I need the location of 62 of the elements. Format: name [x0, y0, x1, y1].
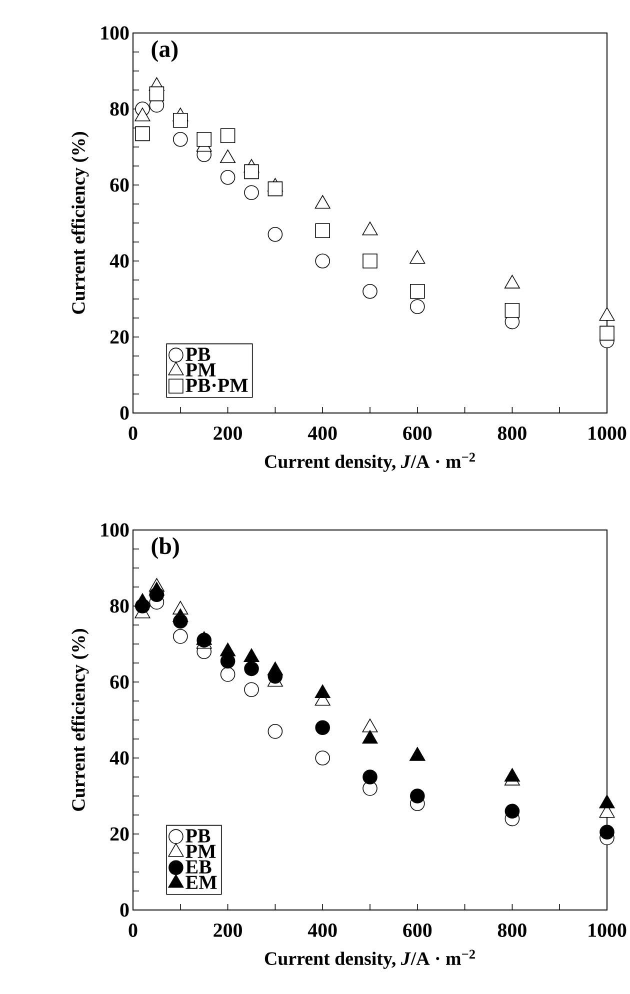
x-tick-label: 400	[308, 426, 337, 440]
point	[268, 181, 282, 196]
point	[134, 126, 150, 142]
y-tick-label: 100	[101, 523, 129, 537]
point	[362, 718, 378, 732]
y-tick-label: 100	[101, 26, 129, 40]
x-tick-label: 600	[403, 426, 432, 440]
x-tick-label: 0	[128, 924, 138, 937]
x-tick-label: 0	[128, 426, 138, 440]
point	[149, 86, 164, 102]
x-tick-label: 800	[498, 924, 526, 937]
y-tick-label: 20	[110, 330, 129, 344]
legend-label: PM	[186, 363, 216, 376]
point	[314, 684, 330, 698]
point	[504, 804, 520, 819]
annotation: (a)	[152, 40, 178, 62]
x-tick-label: 200	[214, 924, 242, 937]
point	[172, 112, 188, 128]
y-tick-label: 40	[110, 751, 129, 765]
point	[599, 824, 614, 840]
point	[148, 582, 164, 596]
y-tick-label: 60	[110, 178, 129, 192]
point	[362, 730, 378, 744]
point	[134, 593, 150, 607]
y-tick-label: 80	[110, 102, 129, 116]
y-tick-label: 0	[120, 406, 129, 420]
point	[244, 661, 259, 676]
point	[315, 720, 330, 735]
legend-label: EM	[186, 876, 217, 889]
legend-label: PM	[186, 844, 216, 858]
legend-label: EB	[186, 860, 212, 874]
x-tick-label: 600	[403, 924, 432, 937]
point	[196, 631, 212, 645]
x-axis-title: Current density, J/A · m$^{−2}$	[264, 452, 475, 472]
point	[220, 128, 236, 143]
x-tick-label: 400	[308, 924, 337, 937]
y-tick-label: 80	[110, 599, 129, 613]
point	[267, 662, 283, 676]
point	[244, 164, 259, 180]
point	[504, 302, 520, 318]
y-tick-label: 0	[120, 903, 129, 917]
point	[172, 608, 188, 622]
y-axis-title: Current efficiency (%)	[71, 132, 89, 314]
x-tick-label: 1000	[588, 924, 626, 937]
legend-label: PB	[186, 829, 210, 842]
y-axis-title: Current efficiency (%)	[71, 629, 89, 811]
x-tick-label: 1000	[588, 426, 626, 440]
point	[410, 788, 425, 804]
x-axis-title: Current density, J/A · m$^{−2}$	[264, 950, 475, 969]
legend-label: PB·PM	[186, 378, 248, 392]
annotation: (b)	[152, 537, 179, 559]
y-tick-label: 40	[110, 254, 129, 268]
legend-label: PB	[186, 348, 210, 361]
point	[220, 642, 236, 656]
y-tick-label: 20	[110, 827, 129, 841]
point	[599, 326, 614, 341]
point	[196, 132, 212, 147]
y-tick-label: 60	[110, 675, 129, 689]
x-tick-label: 800	[498, 426, 526, 440]
point	[244, 648, 260, 662]
point	[362, 770, 378, 784]
x-tick-label: 200	[214, 426, 242, 440]
